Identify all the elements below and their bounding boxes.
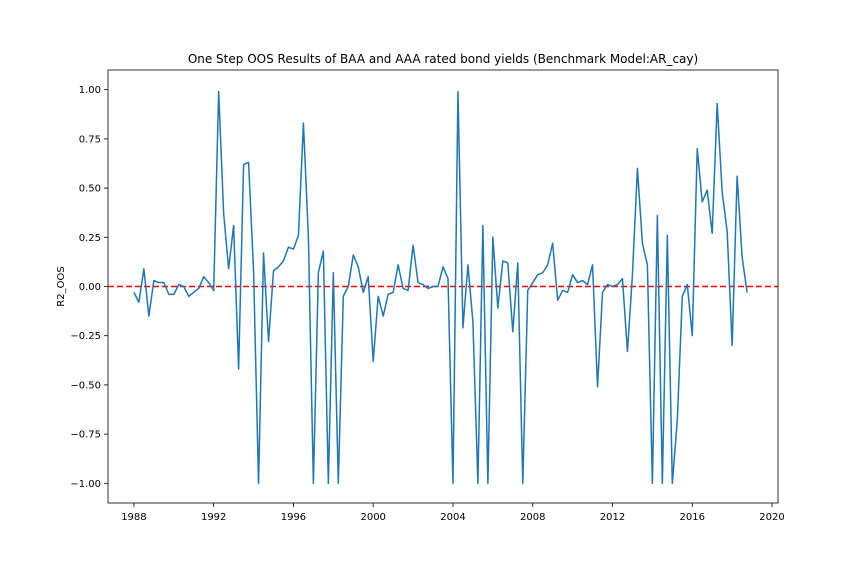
y-tick-label: 1.00 xyxy=(79,85,101,96)
x-tick-label: 2020 xyxy=(759,512,784,523)
x-tick-label: 2012 xyxy=(600,512,625,523)
x-tick-label: 1992 xyxy=(201,512,226,523)
y-tick-label: 0.75 xyxy=(79,134,101,145)
series-line xyxy=(133,90,748,485)
x-tick-label: 2000 xyxy=(360,512,385,523)
plot-area xyxy=(133,90,748,485)
y-tick-label: −1.00 xyxy=(70,479,101,490)
y-axis: −1.00 −0.75 −0.50 −0.25 0.00 0.25 0.50 0.75 1.00 xyxy=(70,85,108,490)
y-tick-label: −0.25 xyxy=(70,331,101,342)
y-tick-label: 0.00 xyxy=(79,282,101,293)
y-tick-label: 0.50 xyxy=(79,184,101,195)
x-axis: 1988 1992 1996 2000 2004 2008 2012 2016 2020 xyxy=(121,503,785,523)
y-axis-label: R2_OOS xyxy=(56,266,67,306)
y-tick-label: −0.75 xyxy=(70,430,101,441)
y-tick-label: 0.25 xyxy=(79,233,101,244)
x-tick-label: 1996 xyxy=(281,512,306,523)
plot-frame xyxy=(107,69,779,504)
x-tick-label: 2008 xyxy=(520,512,545,523)
x-tick-label: 2004 xyxy=(440,512,465,523)
x-tick-label: 2016 xyxy=(680,512,705,523)
y-tick-label: −0.50 xyxy=(70,380,101,391)
x-tick-label: 1988 xyxy=(121,512,146,523)
chart-title: One Step OOS Results of BAA and AAA rate… xyxy=(188,52,698,66)
